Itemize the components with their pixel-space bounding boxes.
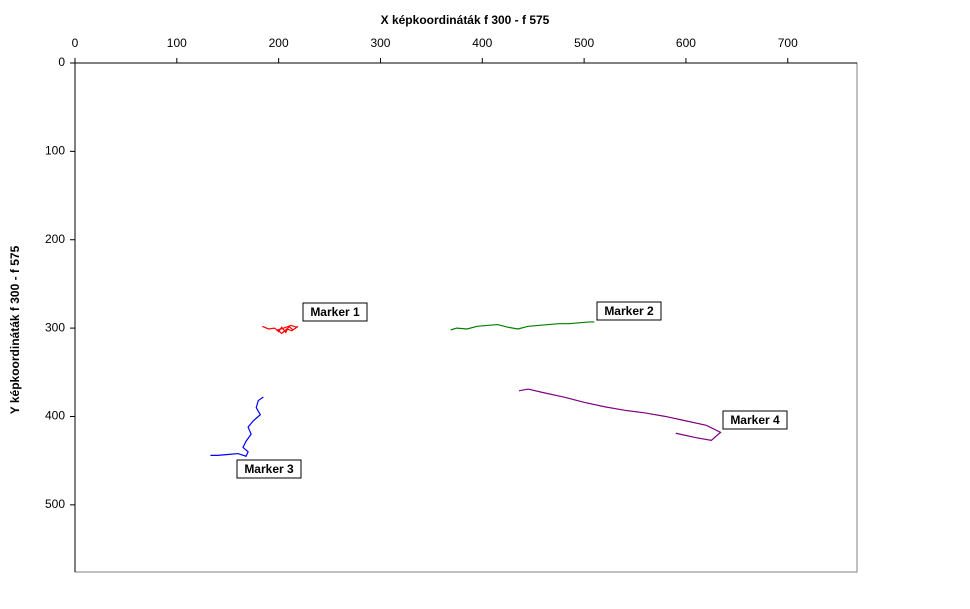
y-tick-label: 500: [45, 497, 65, 511]
plot-area: [74, 62, 858, 573]
x-tick-label: 200: [269, 36, 289, 50]
series-line: [262, 324, 299, 335]
x-tick-label: 500: [574, 36, 594, 50]
y-tick-label: 400: [45, 409, 65, 423]
series-line: [518, 388, 722, 441]
x-tick-label: 400: [472, 36, 492, 50]
annotation: Marker 3: [244, 462, 294, 476]
y-tick-label: 300: [45, 320, 65, 334]
annotation-box: [722, 410, 788, 430]
y-tick-label: 100: [45, 144, 65, 158]
x-tick-label: 700: [778, 36, 798, 50]
series-line: [450, 321, 595, 331]
annotation: Marker 1: [310, 305, 360, 319]
x-axis-title: X képkoordináták f 300 - f 575: [381, 13, 550, 27]
x-tick-label: 100: [167, 36, 187, 50]
series-line: [210, 396, 264, 457]
annotation: Marker 4: [730, 413, 780, 427]
x-tick-label: 300: [370, 36, 390, 50]
x-tick-label: 600: [676, 36, 696, 50]
annotation-box: [236, 459, 302, 479]
x-tick-label: 0: [72, 36, 79, 50]
y-tick-label: 0: [58, 55, 65, 69]
annotation-box: [302, 302, 368, 322]
y-tick-label: 200: [45, 232, 65, 246]
annotation-box: [596, 301, 662, 321]
annotation: Marker 2: [604, 304, 654, 318]
y-axis-title: Y képkoordináták f 300 - f 575: [8, 245, 22, 414]
